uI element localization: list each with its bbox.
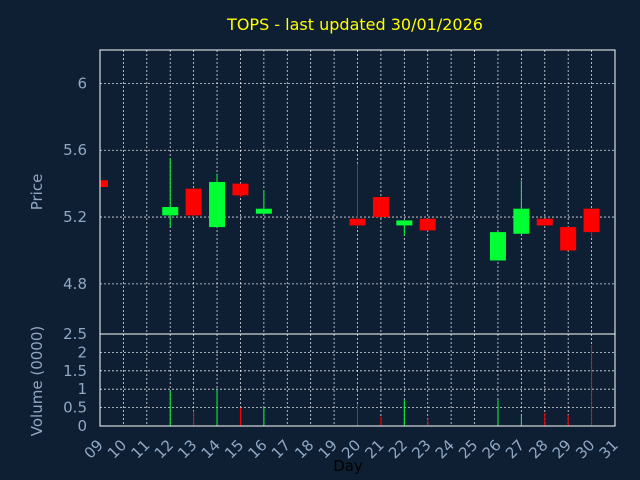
candle-body bbox=[583, 208, 600, 233]
volume-tick-label: 2.5 bbox=[63, 325, 87, 343]
price-tick-label: 5.6 bbox=[63, 141, 87, 159]
volume-bars bbox=[169, 345, 593, 426]
x-tick-label: 16 bbox=[244, 436, 270, 462]
x-tick-label: 24 bbox=[432, 436, 458, 462]
candle-body bbox=[349, 218, 366, 226]
price-tick-label: 5.2 bbox=[63, 208, 87, 226]
price-grid bbox=[99, 50, 616, 334]
candle-body bbox=[419, 218, 436, 231]
candle-body bbox=[372, 197, 389, 218]
x-tick-label: 12 bbox=[151, 436, 177, 462]
candle-body bbox=[489, 232, 506, 261]
x-tick-label: 09 bbox=[81, 436, 107, 462]
candle-body bbox=[185, 188, 202, 216]
price-tick-label: 4.8 bbox=[63, 275, 87, 293]
x-tick-label: 29 bbox=[549, 436, 575, 462]
x-tick-label: 18 bbox=[291, 436, 317, 462]
volume-tick-labels: 2.521.510.50 bbox=[63, 325, 87, 435]
x-tick-label: 25 bbox=[455, 436, 481, 462]
volume-tick-label: 0.5 bbox=[63, 399, 87, 417]
candle-body bbox=[560, 227, 577, 251]
x-tick-label: 22 bbox=[385, 436, 411, 462]
candle-body bbox=[536, 218, 553, 226]
candle-body bbox=[100, 180, 108, 187]
candle-body bbox=[209, 181, 226, 228]
x-tick-label: 21 bbox=[362, 436, 388, 462]
x-tick-label: 10 bbox=[104, 436, 130, 462]
chart-title: TOPS - last updated 30/01/2026 bbox=[226, 15, 483, 34]
candle-body bbox=[162, 207, 179, 216]
candle-body bbox=[232, 183, 249, 196]
price-tick-labels: 6 5.6 5.2 4.8 bbox=[63, 74, 87, 292]
price-axis-label: Price bbox=[28, 174, 46, 211]
volume-panel-frame bbox=[99, 333, 616, 427]
x-tick-label: 11 bbox=[127, 436, 153, 462]
volume-tick-label: 2 bbox=[77, 343, 87, 361]
price-tick-label: 6 bbox=[77, 74, 87, 92]
volume-tick-label: 0 bbox=[77, 417, 87, 435]
x-tick-label: 13 bbox=[174, 436, 200, 462]
volume-tick-label: 1.5 bbox=[63, 362, 87, 380]
candle-body bbox=[513, 208, 530, 234]
x-tick-label: 23 bbox=[408, 436, 434, 462]
candlesticks bbox=[99, 158, 600, 261]
candle-body bbox=[396, 220, 413, 226]
x-tick-label: 31 bbox=[596, 436, 622, 462]
x-tick-label: 14 bbox=[198, 436, 224, 462]
x-tick-label: 17 bbox=[268, 436, 294, 462]
volume-axis-label: Volume (0000) bbox=[28, 326, 46, 436]
x-axis-label: Day bbox=[333, 457, 363, 475]
x-tick-label: 28 bbox=[525, 436, 551, 462]
x-tick-label: 30 bbox=[572, 436, 598, 462]
volume-tick-label: 1 bbox=[77, 380, 87, 398]
x-tick-label: 27 bbox=[502, 436, 528, 462]
x-tick-label: 15 bbox=[221, 436, 247, 462]
x-tick-label: 26 bbox=[479, 436, 505, 462]
candle-body bbox=[255, 208, 272, 214]
